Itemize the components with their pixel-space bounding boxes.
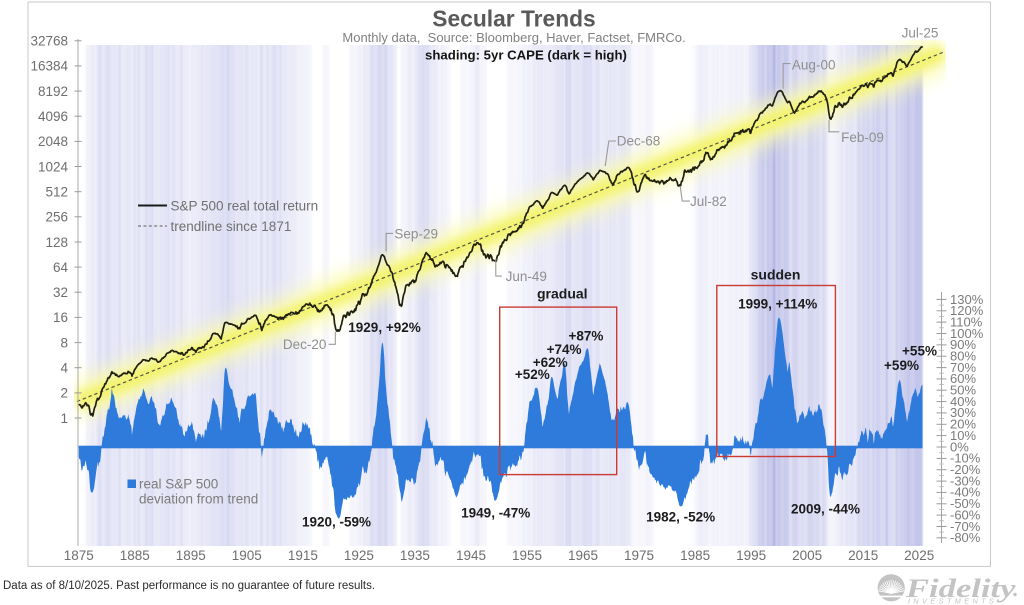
svg-text:50%: 50% bbox=[950, 383, 976, 398]
svg-text:Fidelity: Fidelity bbox=[905, 574, 1016, 603]
svg-text:0%: 0% bbox=[950, 439, 969, 454]
svg-text:1935: 1935 bbox=[400, 548, 430, 563]
svg-text:1995: 1995 bbox=[736, 548, 766, 563]
svg-text:+59%: +59% bbox=[884, 358, 919, 373]
svg-text:120%: 120% bbox=[950, 303, 984, 318]
svg-text:Aug-00: Aug-00 bbox=[792, 57, 836, 72]
svg-text:1982, -52%: 1982, -52% bbox=[646, 510, 715, 525]
svg-text:512: 512 bbox=[45, 185, 68, 200]
svg-text:-60%: -60% bbox=[950, 507, 981, 522]
svg-text:+87%: +87% bbox=[568, 328, 603, 343]
svg-text:1905: 1905 bbox=[232, 548, 262, 563]
svg-text:10%: 10% bbox=[950, 428, 976, 443]
svg-text:90%: 90% bbox=[950, 337, 976, 352]
svg-text:S&P 500 real total return: S&P 500 real total return bbox=[171, 198, 319, 213]
svg-text:1985: 1985 bbox=[680, 548, 710, 563]
svg-text:Secular Trends: Secular Trends bbox=[432, 6, 595, 32]
svg-text:1: 1 bbox=[60, 411, 68, 426]
svg-text:20%: 20% bbox=[950, 417, 976, 432]
svg-text:1915: 1915 bbox=[288, 548, 318, 563]
svg-text:Jun-49: Jun-49 bbox=[506, 269, 547, 284]
svg-text:Dec-20: Dec-20 bbox=[283, 337, 327, 352]
svg-text:real S&P 500: real S&P 500 bbox=[139, 477, 218, 492]
svg-text:1999, +114%: 1999, +114% bbox=[738, 297, 817, 312]
svg-text:shading: 5yr CAPE (dark = high: shading: 5yr CAPE (dark = high) bbox=[425, 48, 627, 63]
svg-text:70%: 70% bbox=[950, 360, 976, 375]
svg-text:256: 256 bbox=[45, 210, 68, 225]
svg-text:60%: 60% bbox=[950, 371, 976, 386]
svg-text:trendline since 1871: trendline since 1871 bbox=[171, 219, 292, 234]
svg-text:1925: 1925 bbox=[344, 548, 374, 563]
svg-text:1920, -59%: 1920, -59% bbox=[302, 515, 371, 530]
svg-text:-80%: -80% bbox=[950, 530, 981, 545]
svg-text:+55%: +55% bbox=[902, 344, 937, 359]
svg-text:64: 64 bbox=[53, 260, 69, 275]
svg-text:16384: 16384 bbox=[30, 59, 68, 74]
svg-text:deviation from trend: deviation from trend bbox=[139, 492, 258, 507]
svg-text:8192: 8192 bbox=[38, 84, 68, 99]
svg-text:1895: 1895 bbox=[176, 548, 206, 563]
svg-text:1965: 1965 bbox=[568, 548, 598, 563]
svg-text:1885: 1885 bbox=[120, 548, 150, 563]
svg-text:Feb-09: Feb-09 bbox=[841, 130, 884, 145]
svg-text:-70%: -70% bbox=[950, 519, 981, 534]
svg-text:100%: 100% bbox=[950, 326, 984, 341]
svg-text:gradual: gradual bbox=[537, 285, 588, 301]
svg-text:1975: 1975 bbox=[624, 548, 654, 563]
svg-text:130%: 130% bbox=[950, 292, 984, 307]
svg-text:Sep-29: Sep-29 bbox=[394, 227, 438, 242]
svg-text:1945: 1945 bbox=[456, 548, 486, 563]
svg-text:2005: 2005 bbox=[792, 548, 822, 563]
svg-text:16: 16 bbox=[53, 310, 68, 325]
svg-text:Monthly data, Source: Bloombe: Monthly data, Source: Bloomberg, Haver, … bbox=[342, 30, 685, 45]
svg-text:-10%: -10% bbox=[950, 451, 981, 466]
svg-text:1875: 1875 bbox=[64, 548, 94, 563]
svg-text:1949, -47%: 1949, -47% bbox=[461, 506, 530, 521]
svg-text:1929, +92%: 1929, +92% bbox=[348, 320, 420, 335]
svg-text:Jul-82: Jul-82 bbox=[690, 194, 727, 209]
svg-text:4096: 4096 bbox=[38, 109, 68, 124]
svg-text:sudden: sudden bbox=[751, 267, 801, 283]
svg-text:+74%: +74% bbox=[547, 342, 582, 357]
svg-text:80%: 80% bbox=[950, 349, 976, 364]
svg-text:-50%: -50% bbox=[950, 496, 981, 511]
svg-text:-20%: -20% bbox=[950, 462, 981, 477]
svg-text:128: 128 bbox=[45, 235, 68, 250]
svg-text:1024: 1024 bbox=[38, 159, 69, 174]
svg-text:INVESTMENTS: INVESTMENTS bbox=[908, 597, 997, 605]
svg-text:2: 2 bbox=[60, 386, 68, 401]
svg-text:2025: 2025 bbox=[904, 548, 934, 563]
svg-text:2015: 2015 bbox=[848, 548, 878, 563]
svg-text:-30%: -30% bbox=[950, 473, 981, 488]
svg-text:30%: 30% bbox=[950, 405, 976, 420]
svg-text:+62%: +62% bbox=[533, 355, 568, 370]
svg-text:Data as of 8/10/2025. Past per: Data as of 8/10/2025. Past performance i… bbox=[3, 580, 375, 592]
svg-text:1955: 1955 bbox=[512, 548, 542, 563]
svg-text:32768: 32768 bbox=[30, 34, 68, 49]
svg-text:32: 32 bbox=[53, 285, 68, 300]
svg-text:4: 4 bbox=[60, 361, 68, 376]
svg-text:+52%: +52% bbox=[515, 367, 550, 382]
svg-text:8: 8 bbox=[60, 335, 68, 350]
svg-text:Jul-25: Jul-25 bbox=[902, 26, 939, 41]
svg-text:2009, -44%: 2009, -44% bbox=[791, 502, 860, 517]
svg-text:Dec-68: Dec-68 bbox=[617, 134, 661, 149]
svg-text:40%: 40% bbox=[950, 394, 976, 409]
svg-text:110%: 110% bbox=[950, 314, 983, 329]
svg-text:-40%: -40% bbox=[950, 485, 981, 500]
svg-text:2048: 2048 bbox=[38, 134, 68, 149]
